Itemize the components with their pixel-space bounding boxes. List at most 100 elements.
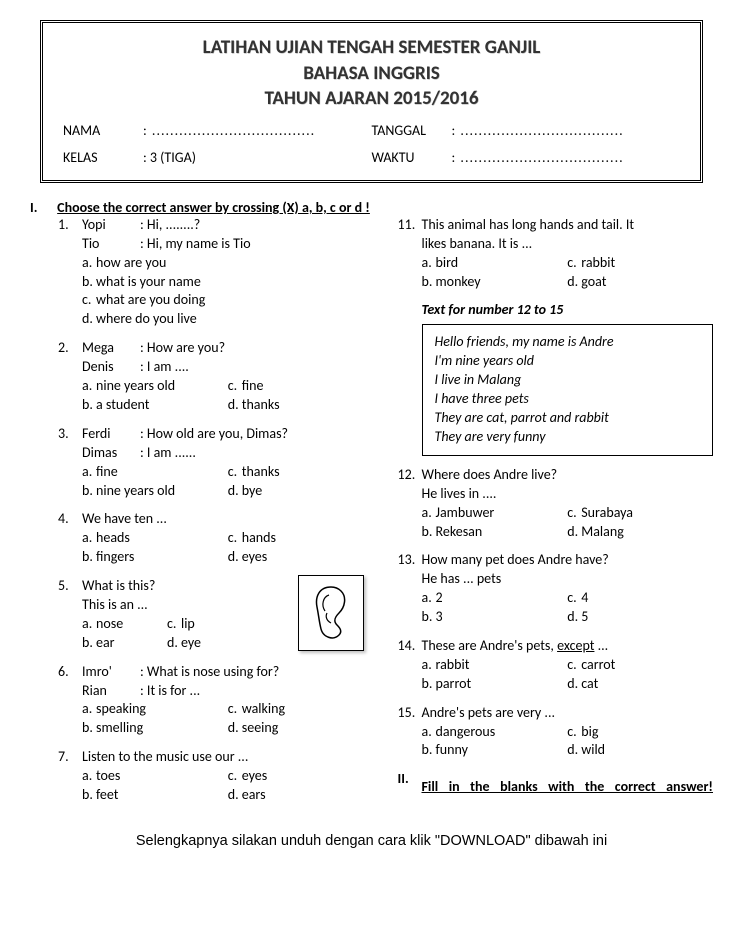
q6-line-1: : What is nose using for? <box>140 663 279 682</box>
q15-number: 15. <box>398 704 416 723</box>
q1-option-c: c.what are you doing <box>82 291 374 310</box>
q3-speaker-1: Ferdi <box>82 425 140 444</box>
q15-option-b: b.funny <box>422 741 568 760</box>
question-4: 4. We have ten ... a.heads b.fingers c.h… <box>58 510 374 567</box>
q11-stem-2: likes banana. It is ... <box>422 235 714 254</box>
right-column: 11. This animal has long hands and tail.… <box>398 216 714 815</box>
q4-stem: We have ten ... <box>82 510 374 529</box>
q11-stem-1: This animal has long hands and tail. It <box>422 216 714 235</box>
question-5: 5. What is this? This is an ... a.nose b… <box>58 577 374 653</box>
question-6: 6. Imro': What is nose using for? Rian: … <box>58 663 374 739</box>
section-2-roman: II. <box>398 770 422 795</box>
q3-line-2: : I am ...... <box>140 444 196 463</box>
q14-option-b: b.parrot <box>422 675 568 694</box>
q14-option-a: a.rabbit <box>422 656 568 675</box>
passage-heading: Text for number 12 to 15 <box>422 301 714 318</box>
nama-value: : .................................... <box>143 122 315 139</box>
q4-number: 4. <box>58 510 69 529</box>
q14-stem: These are Andre's pets, except ... <box>422 637 714 656</box>
q3-option-c: c.thanks <box>228 463 374 482</box>
q1-number: 1. <box>58 216 69 235</box>
waktu-label: WAKTU <box>372 149 452 166</box>
q2-option-d: d.thanks <box>228 396 374 415</box>
q14-option-c: c.carrot <box>567 656 713 675</box>
q3-option-a: a.fine <box>82 463 228 482</box>
section-1-heading: I. Choose the correct answer by crossing… <box>30 199 713 216</box>
question-15: 15. Andre's pets are very ... a.dangerou… <box>398 704 714 761</box>
kelas-label: KELAS <box>63 149 143 166</box>
q15-stem: Andre's pets are very ... <box>422 704 714 723</box>
q1-option-d: d.where do you live <box>82 310 374 329</box>
q13-stem-2: He has ... pets <box>422 570 714 589</box>
left-column: 1. Yopi: Hi, ........? Tio: Hi, my name … <box>58 216 374 815</box>
q1-line-1: : Hi, ........? <box>140 216 200 235</box>
q2-option-a: a.nine years old <box>82 377 228 396</box>
q1-speaker-2: Tio <box>82 235 140 254</box>
header-box: LATIHAN UJIAN TENGAH SEMESTER GANJIL BAH… <box>40 20 703 183</box>
q14-number: 14. <box>398 637 416 656</box>
passage-line-6: They are very funny <box>435 428 701 447</box>
q3-speaker-2: Dimas <box>82 444 140 463</box>
q13-number: 13. <box>398 551 416 570</box>
section-1-roman: I. <box>30 199 54 216</box>
tanggal-value: : .................................... <box>452 122 624 139</box>
q7-option-c: c.eyes <box>228 767 374 786</box>
q5-option-c: c.lip <box>167 615 252 634</box>
info-row-1: NAMA : .................................… <box>63 122 680 139</box>
ear-icon <box>298 575 364 651</box>
q13-option-b: b.3 <box>422 608 568 627</box>
passage-line-5: They are cat, parrot and rabbit <box>435 409 701 428</box>
q3-option-d: d.bye <box>228 482 374 501</box>
q15-option-d: d.wild <box>567 741 713 760</box>
q12-option-b: b.Rekesan <box>422 523 568 542</box>
q6-speaker-2: Rian <box>82 682 140 701</box>
tanggal-label: TANGGAL <box>372 122 452 139</box>
title-line-2: BAHASA INGGRIS <box>63 61 680 87</box>
q2-option-b: b.a student <box>82 396 228 415</box>
q3-number: 3. <box>58 425 69 444</box>
q7-number: 7. <box>58 748 69 767</box>
q7-option-b: b.feet <box>82 786 228 805</box>
q6-option-c: c.walking <box>228 700 374 719</box>
q2-number: 2. <box>58 339 69 358</box>
q4-option-d: d.eyes <box>228 548 374 567</box>
passage-line-3: I live in Malang <box>435 371 701 390</box>
q5-number: 5. <box>58 577 69 596</box>
q12-stem-2: He lives in .... <box>422 485 714 504</box>
q11-option-d: d.goat <box>567 273 713 292</box>
q14-option-d: d.cat <box>567 675 713 694</box>
q11-number: 11. <box>398 216 416 235</box>
section-2-instruction: Fill in the blanks with the correct answ… <box>422 778 714 795</box>
q11-option-a: a.bird <box>422 254 568 273</box>
waktu-value: : .................................... <box>452 149 624 166</box>
q2-speaker-2: Denis <box>82 358 140 377</box>
section-2-heading: II. Fill in the blanks with the correct … <box>398 770 714 795</box>
q1-option-b: b.what is your name <box>82 273 374 292</box>
passage-box: Hello friends, my name is Andre I'm nine… <box>422 324 714 455</box>
q13-stem-1: How many pet does Andre have? <box>422 551 714 570</box>
q5-option-d: d.eye <box>167 634 252 653</box>
q2-option-c: c.fine <box>228 377 374 396</box>
q6-number: 6. <box>58 663 69 682</box>
q13-option-a: a.2 <box>422 589 568 608</box>
question-7: 7. Listen to the music use our ... a.toe… <box>58 748 374 805</box>
info-row-2: KELAS : 3 (TIGA) WAKTU : ...............… <box>63 149 680 166</box>
title-line-1: LATIHAN UJIAN TENGAH SEMESTER GANJIL <box>63 35 680 61</box>
q13-option-c: c.4 <box>567 589 713 608</box>
q5-option-b: b.ear <box>82 634 167 653</box>
q6-speaker-1: Imro' <box>82 663 140 682</box>
q3-option-b: b.nine years old <box>82 482 228 501</box>
q5-option-a: a.nose <box>82 615 167 634</box>
q12-number: 12. <box>398 466 416 485</box>
q7-option-a: a.toes <box>82 767 228 786</box>
nama-label: NAMA <box>63 122 143 139</box>
passage-line-1: Hello friends, my name is Andre <box>435 333 701 352</box>
q2-speaker-1: Mega <box>82 339 140 358</box>
q7-option-d: d.ears <box>228 786 374 805</box>
q12-stem-1: Where does Andre live? <box>422 466 714 485</box>
passage-line-2: I'm nine years old <box>435 352 701 371</box>
q6-option-d: d.seeing <box>228 719 374 738</box>
question-11: 11. This animal has long hands and tail.… <box>398 216 714 292</box>
q13-option-d: d.5 <box>567 608 713 627</box>
q6-line-2: : It is for ... <box>140 682 200 701</box>
